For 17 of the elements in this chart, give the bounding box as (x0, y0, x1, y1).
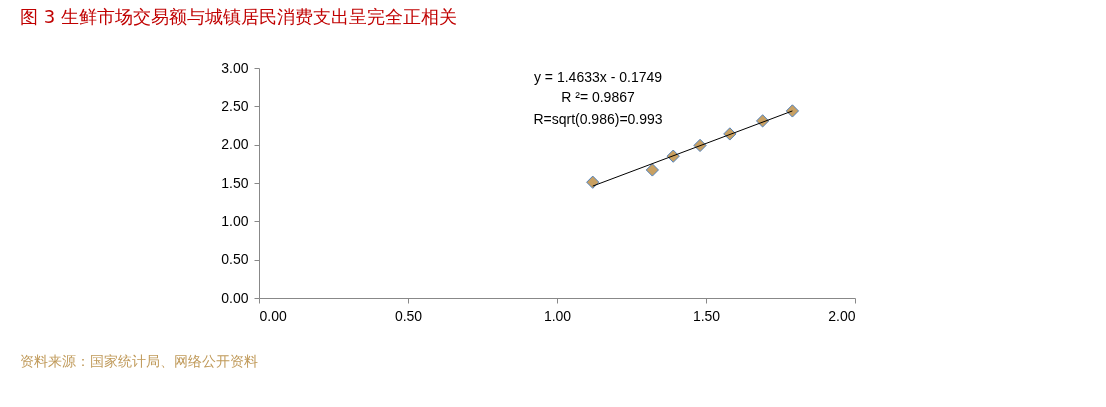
annotation: R=sqrt(0.986)=0.993 (533, 111, 663, 127)
y-tick-label: 1.50 (221, 174, 249, 191)
text: 资料来源：国家统计局、网络公开资料 (20, 353, 258, 369)
x-tick-label: 0.50 (394, 307, 423, 324)
y-tick-label: 0.50 (221, 251, 249, 268)
chart-title: 图 3 生鲜市场交易额与城镇居民消费支出呈完全正相关 (20, 6, 457, 27)
x-tick-label: 1.00 (543, 307, 572, 324)
y-tick-label: 3.00 (221, 59, 249, 76)
y-tick-label: 0.00 (221, 289, 249, 306)
y-tick-label: 1.00 (221, 212, 249, 229)
x-tick-label: 2.00 (828, 307, 856, 324)
y-tick-label: 2.00 (221, 136, 249, 153)
x-tick-label: 0.00 (259, 307, 287, 324)
x-tick-label: 1.50 (692, 307, 721, 324)
annotation: y = 1.4633x - 0.1749 (533, 69, 663, 85)
annotation: R ²= 0.9867 (561, 89, 635, 105)
y-tick-label: 2.50 (221, 97, 249, 114)
